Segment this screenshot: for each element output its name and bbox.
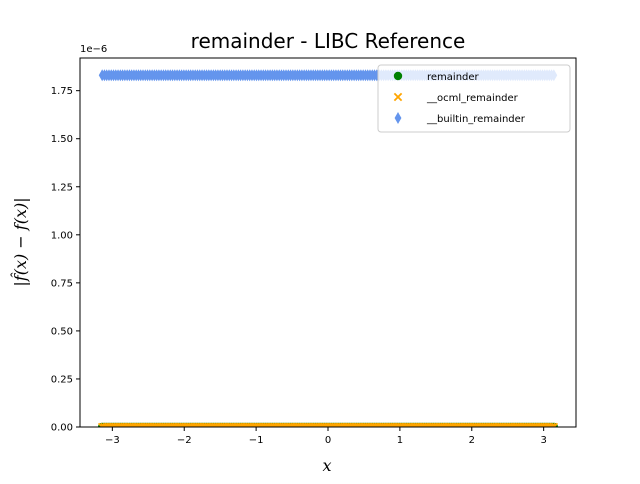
legend-entry-remainder: remainder xyxy=(393,71,480,83)
x-tick-label: −2 xyxy=(177,435,192,446)
legend-label: __builtin_remainder xyxy=(426,114,526,125)
data-point xyxy=(549,422,559,427)
y-tick-label: 0.50 xyxy=(51,326,73,337)
series-ocmlremainder xyxy=(97,422,559,427)
legend-marker xyxy=(393,92,403,102)
legend-entry-ocmlremainder: __ocml_remainder xyxy=(393,92,519,104)
x-tick-label: 3 xyxy=(540,435,546,446)
y-axis-label: |f̂(x) − f(x)| xyxy=(11,197,30,286)
y-tick-label: 1.75 xyxy=(51,86,73,97)
chart-title: remainder - LIBC Reference xyxy=(191,29,466,53)
x-tick-label: 2 xyxy=(469,435,475,446)
x-axis-label: x xyxy=(322,456,331,475)
x-tick-label: −3 xyxy=(105,435,120,446)
y-tick-label: 0.75 xyxy=(51,278,73,289)
y-tick-label: 1.25 xyxy=(51,182,73,193)
y-tick-label: 0.25 xyxy=(51,374,73,385)
plot-area: −3 −2 −1 0 1 2 3 0.00 0.25 0.50 0.75 1.00 1.25 1.50 1.… xyxy=(51,57,577,446)
legend-label: __ocml_remainder xyxy=(426,93,519,104)
y-tick-label: 0.00 xyxy=(51,423,73,434)
legend-entry-builtinremainder: __builtin_remainder xyxy=(394,112,526,125)
x-tick-label: 1 xyxy=(397,435,403,446)
x-tick-label: 0 xyxy=(325,435,331,446)
chart-legend: remainder __ocml_remainder __builtin_remai… xyxy=(377,64,571,133)
y-tick-label: 1.00 xyxy=(51,230,73,241)
legend-marker xyxy=(393,71,403,81)
legend-label: remainder xyxy=(427,72,480,83)
data-point xyxy=(547,422,556,427)
x-tick-label: −1 xyxy=(249,435,264,446)
legend-box xyxy=(377,64,571,133)
legend-marker xyxy=(394,112,402,124)
y-axis-offset-label: 1e−6 xyxy=(80,44,107,55)
y-tick-label: 1.50 xyxy=(51,134,73,145)
